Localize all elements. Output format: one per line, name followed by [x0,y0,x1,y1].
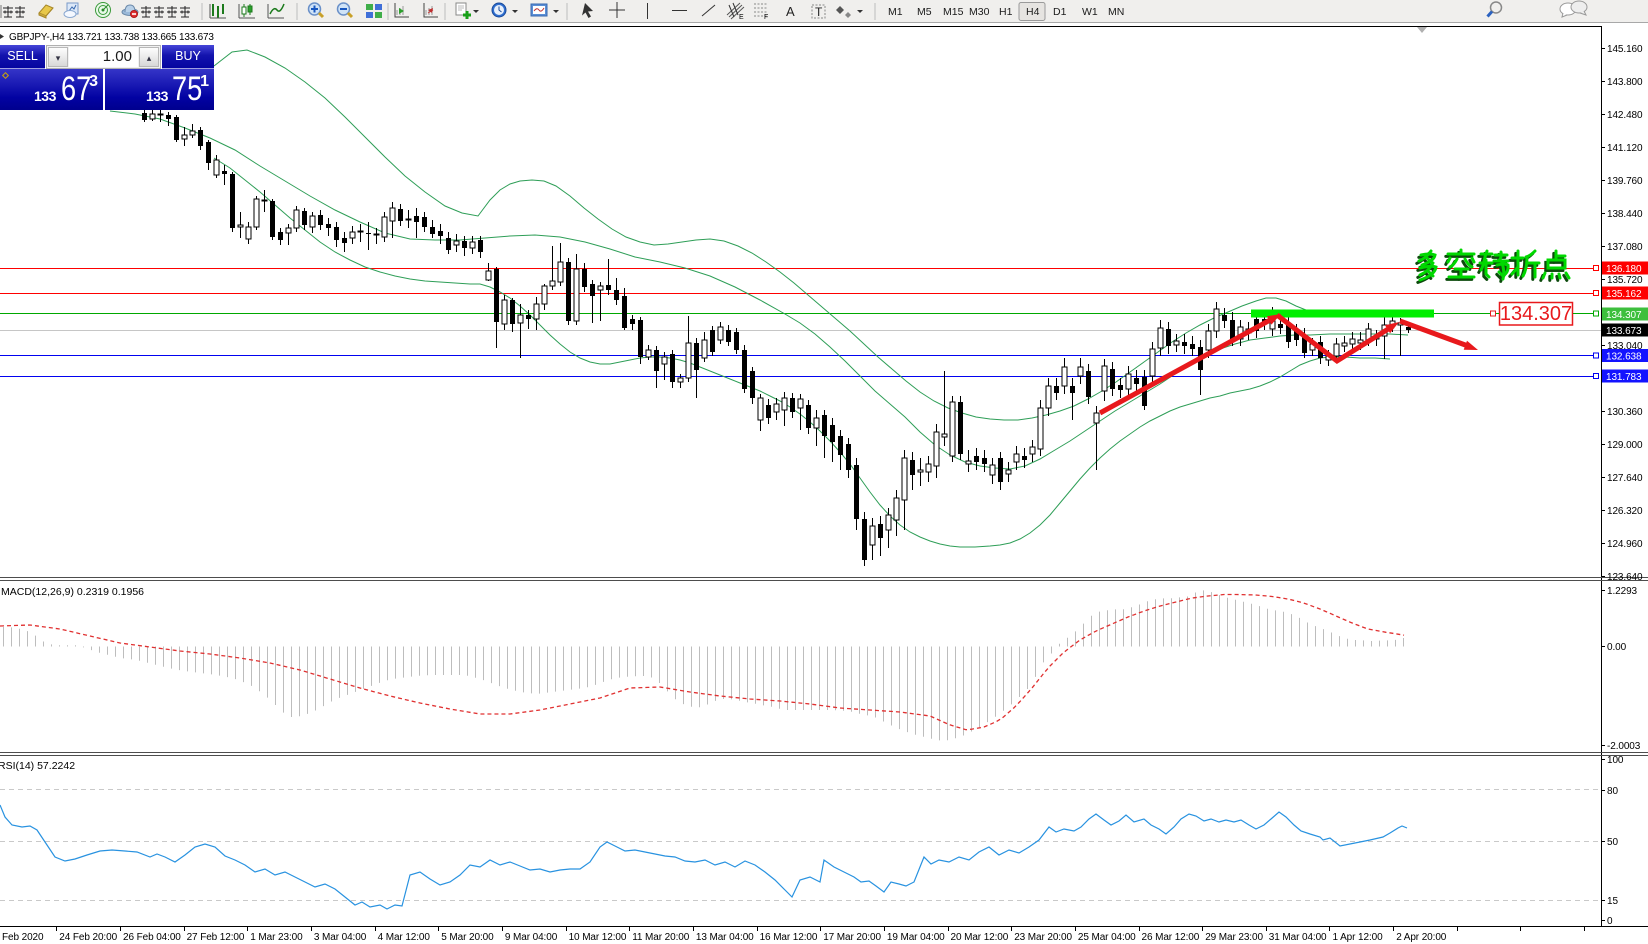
svg-text:145.160: 145.160 [1607,44,1643,55]
svg-text:123.640: 123.640 [1607,572,1643,583]
svg-text:RSI(14) 57.2242: RSI(14) 57.2242 [0,760,75,772]
svg-text:137.080: 137.080 [1607,242,1643,253]
svg-text:23 Mar 20:00: 23 Mar 20:00 [1014,932,1072,943]
svg-text:M30: M30 [969,6,990,18]
svg-text:135.162: 135.162 [1606,289,1642,300]
svg-text:1 Apr 12:00: 1 Apr 12:00 [1333,932,1384,943]
svg-text:131.783: 131.783 [1606,372,1642,383]
svg-text:25 Mar 04:00: 25 Mar 04:00 [1078,932,1136,943]
svg-text:50: 50 [1607,837,1618,848]
svg-text:1.2293: 1.2293 [1607,586,1638,597]
svg-text:Feb 2020: Feb 2020 [2,932,44,943]
svg-text:135.720: 135.720 [1607,275,1643,286]
svg-text:127.640: 127.640 [1607,473,1643,484]
svg-text:H1: H1 [999,6,1013,18]
svg-text:D1: D1 [1053,6,1067,18]
svg-text:MN: MN [1108,6,1124,18]
svg-text:15: 15 [1607,896,1618,907]
svg-text:M1: M1 [888,6,903,18]
svg-text:0: 0 [1607,916,1613,927]
svg-text:126.320: 126.320 [1607,506,1643,517]
svg-text:134.307: 134.307 [1606,310,1642,321]
svg-text:26 Mar 12:00: 26 Mar 12:00 [1142,932,1200,943]
svg-text:1 Mar 23:00: 1 Mar 23:00 [250,932,303,943]
svg-text:136.180: 136.180 [1606,264,1642,275]
svg-text:W1: W1 [1082,6,1098,18]
svg-text:F: F [764,14,768,21]
svg-text:134.307: 134.307 [1500,303,1572,325]
svg-text:9 Mar 04:00: 9 Mar 04:00 [505,932,558,943]
svg-text:142.480: 142.480 [1607,110,1643,121]
svg-text:100: 100 [1607,755,1624,766]
svg-text:0.00: 0.00 [1607,642,1627,653]
svg-text:M5: M5 [917,6,932,18]
svg-text:A: A [786,4,795,19]
svg-text:11 Mar 20:00: 11 Mar 20:00 [632,932,690,943]
svg-text:MACD(12,26,9) 0.2319 0.1956: MACD(12,26,9) 0.2319 0.1956 [1,586,144,598]
svg-text:133.040: 133.040 [1607,341,1643,352]
svg-text:138.440: 138.440 [1607,209,1643,220]
svg-text:27 Feb 12:00: 27 Feb 12:00 [187,932,245,943]
svg-text:H4: H4 [1026,6,1040,18]
svg-text:24 Feb 20:00: 24 Feb 20:00 [59,932,117,943]
svg-text:132.638: 132.638 [1606,352,1642,363]
svg-text:19 Mar 04:00: 19 Mar 04:00 [887,932,945,943]
svg-text:80: 80 [1607,786,1618,797]
svg-text:10 Mar 12:00: 10 Mar 12:00 [569,932,627,943]
svg-text:16 Mar 12:00: 16 Mar 12:00 [760,932,818,943]
svg-text:133.673: 133.673 [1606,326,1642,337]
svg-text:-2.0003: -2.0003 [1607,741,1641,752]
svg-text:5 Mar 20:00: 5 Mar 20:00 [441,932,494,943]
svg-text:139.760: 139.760 [1607,176,1643,187]
svg-text:31 Mar 04:00: 31 Mar 04:00 [1269,932,1327,943]
svg-text:26 Feb 04:00: 26 Feb 04:00 [123,932,181,943]
svg-text:M15: M15 [943,6,964,18]
svg-text:E: E [739,14,744,21]
svg-text:T: T [815,5,823,19]
svg-text:4 Mar 12:00: 4 Mar 12:00 [378,932,431,943]
svg-text:2 Apr 20:00: 2 Apr 20:00 [1396,932,1447,943]
svg-text:130.360: 130.360 [1607,407,1643,418]
svg-text:143.800: 143.800 [1607,77,1643,88]
svg-text:20 Mar 12:00: 20 Mar 12:00 [951,932,1009,943]
svg-text:124.960: 124.960 [1607,539,1643,550]
svg-text:13 Mar 04:00: 13 Mar 04:00 [696,932,754,943]
svg-text:129.000: 129.000 [1607,440,1643,451]
svg-text:3 Mar 04:00: 3 Mar 04:00 [314,932,367,943]
svg-text:141.120: 141.120 [1607,143,1643,154]
svg-text:29 Mar 23:00: 29 Mar 23:00 [1205,932,1263,943]
svg-text:GBPJPY-,H4 133.721 133.738 13: GBPJPY-,H4 133.721 133.738 133.665 133.6… [9,32,214,43]
svg-text:17 Mar 20:00: 17 Mar 20:00 [823,932,881,943]
